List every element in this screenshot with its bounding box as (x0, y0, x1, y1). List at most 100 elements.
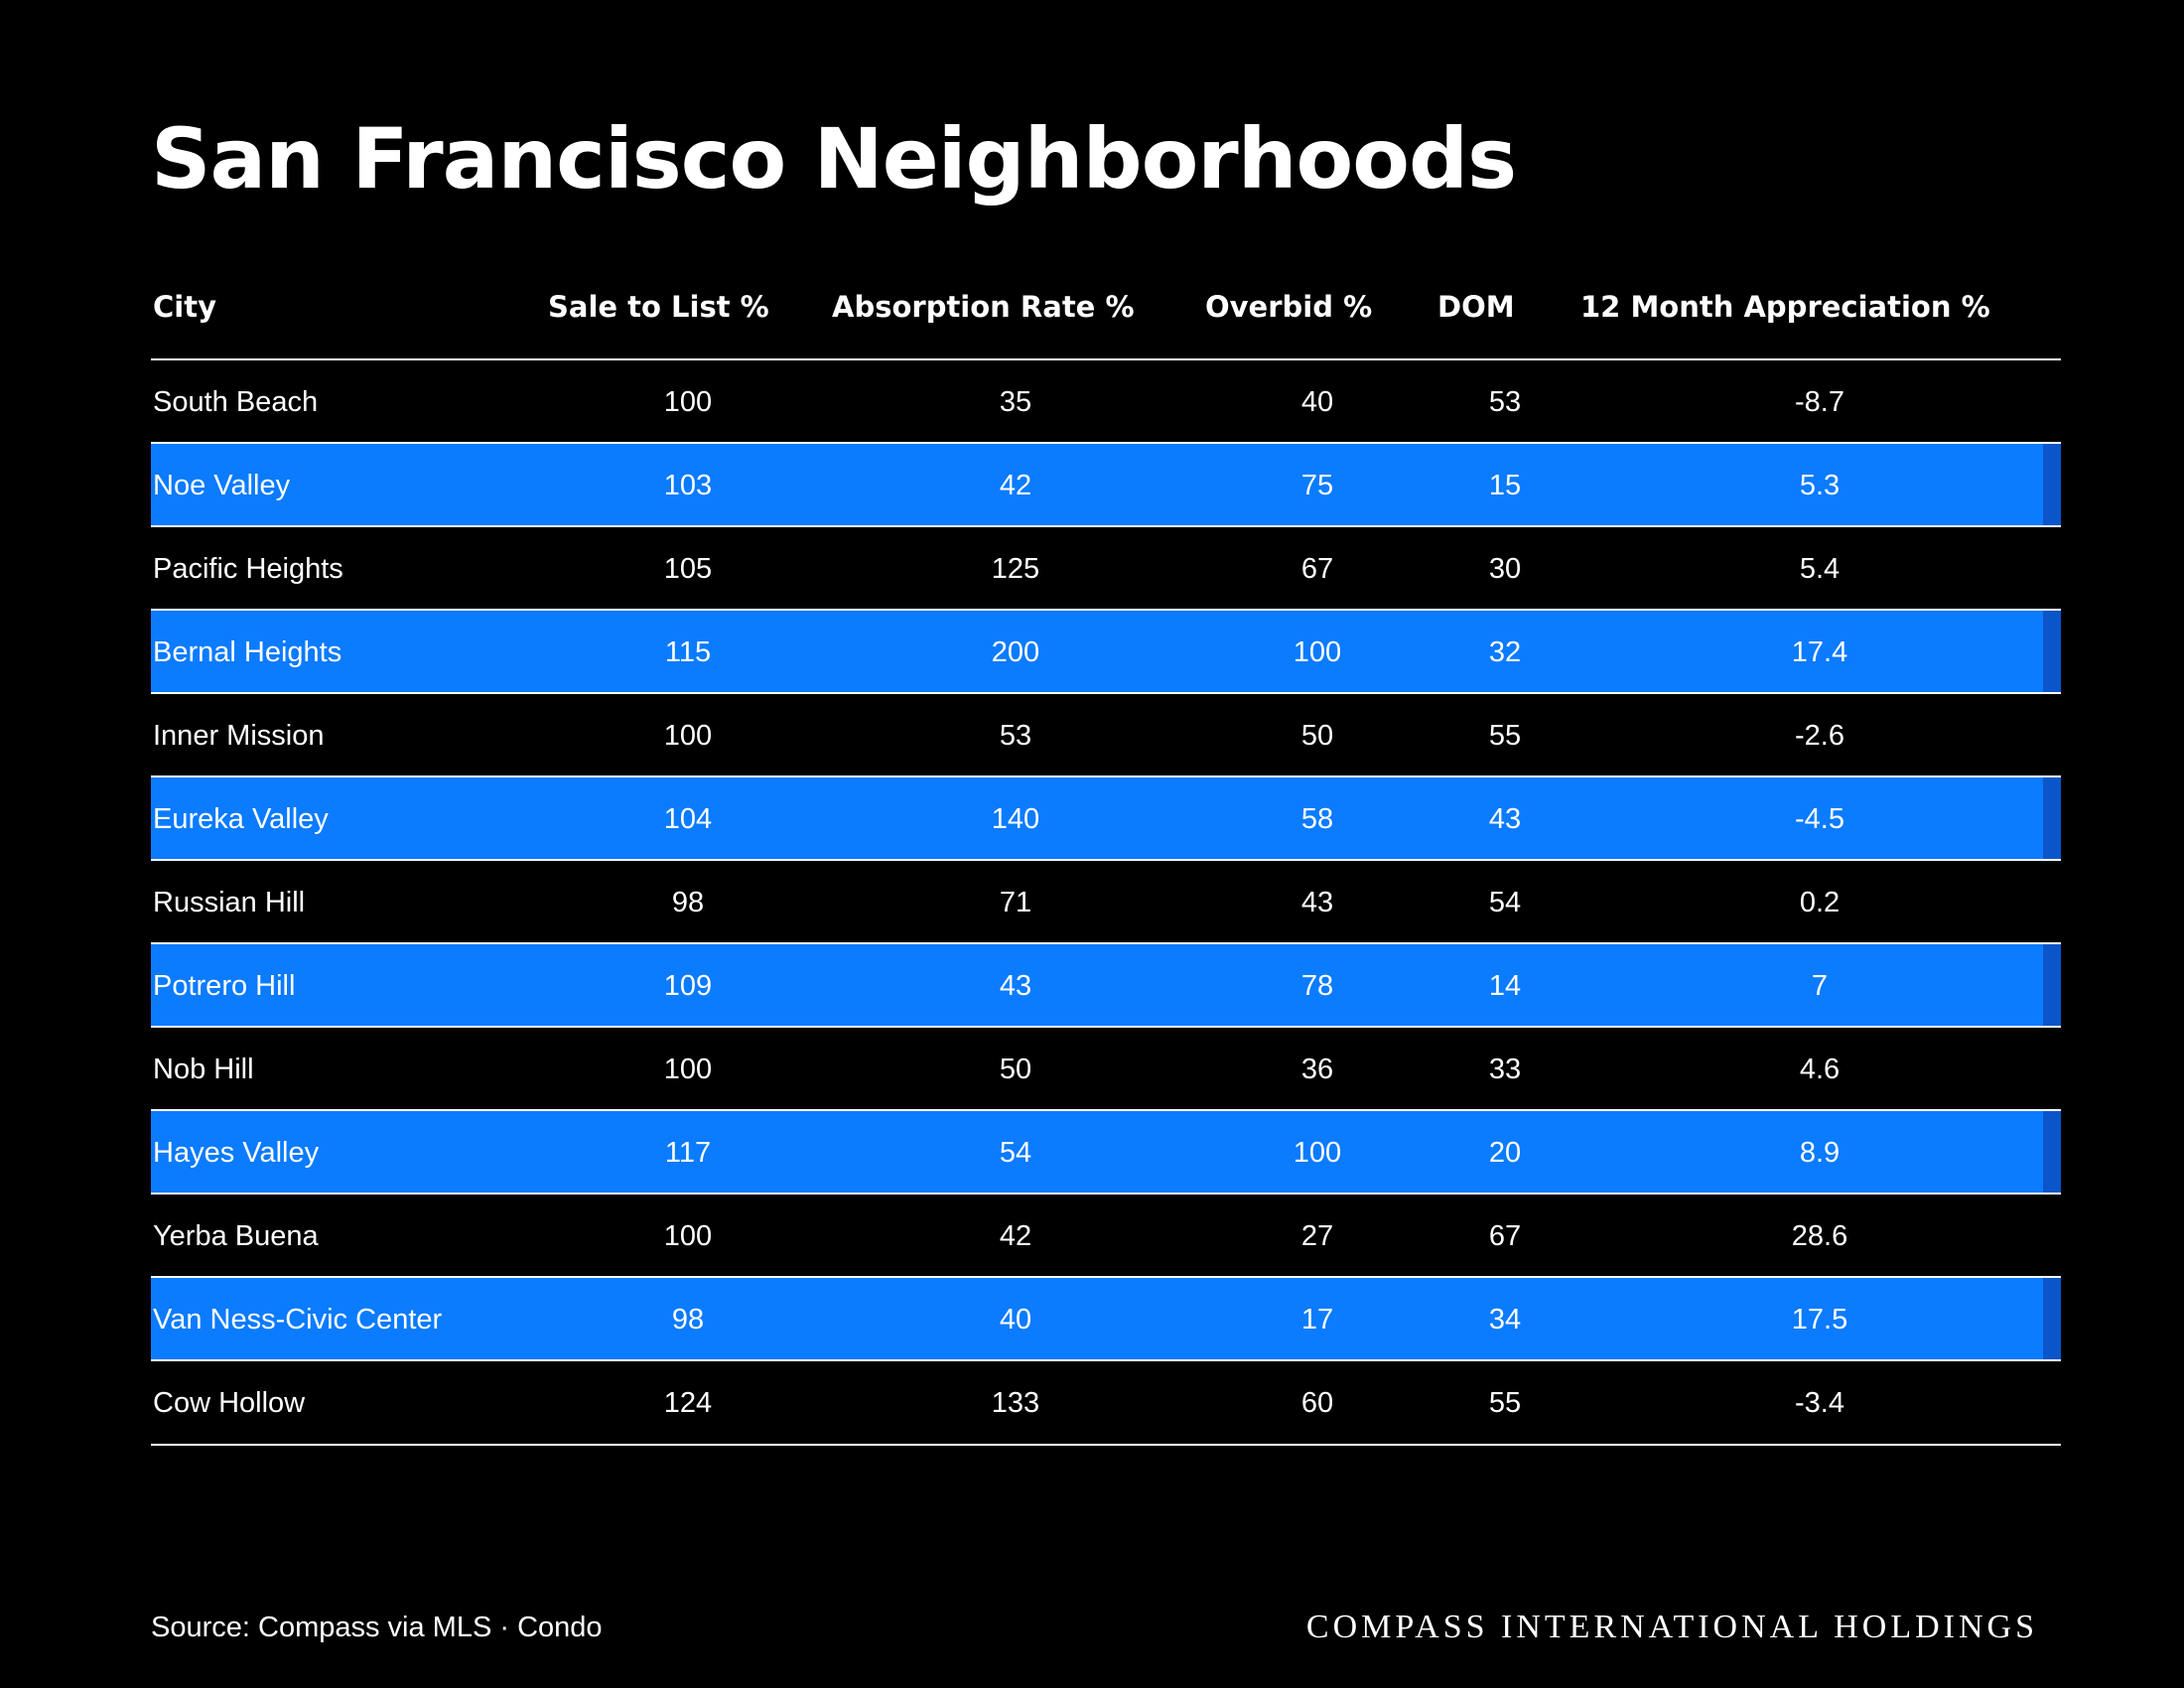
cell-overbid: 36 (1300, 1054, 1334, 1085)
cell-dom: 33 (1488, 1054, 1522, 1085)
header-sale-to-list: Sale to List % (548, 290, 769, 324)
table-row: Potrero Hill 109 43 78 14 7 (151, 944, 2061, 1028)
header-absorption-rate: Absorption Rate % (832, 290, 1135, 324)
cell-overbid: 78 (1300, 970, 1334, 1002)
cell-city: Nob Hill (153, 1054, 254, 1085)
table-row: Yerba Buena 100 42 27 67 28.6 (151, 1195, 2061, 1278)
cell-absorption-rate: 43 (999, 970, 1032, 1002)
cell-absorption-rate: 125 (991, 553, 1040, 585)
cell-sale-to-list: 100 (663, 386, 713, 418)
cell-overbid: 58 (1300, 803, 1334, 835)
table-header: City Sale to List % Absorption Rate % Ov… (151, 278, 2061, 360)
data-table: City Sale to List % Absorption Rate % Ov… (151, 278, 2061, 1446)
cell-city: Inner Mission (153, 720, 325, 752)
table-row: Nob Hill 100 50 36 33 4.6 (151, 1028, 2061, 1111)
page-title: San Francisco Neighborhoods (151, 110, 1517, 208)
cell-overbid: 17 (1300, 1304, 1334, 1336)
brand-wordmark: COMPASS INTERNATIONAL HOLDINGS (1305, 1609, 2038, 1645)
cell-absorption-rate: 53 (999, 720, 1032, 752)
cell-dom: 55 (1488, 720, 1522, 752)
cell-sale-to-list: 117 (664, 1137, 712, 1169)
cell-sale-to-list: 98 (671, 1304, 705, 1336)
cell-dom: 20 (1488, 1137, 1522, 1169)
cell-appreciation: 17.4 (1791, 636, 1848, 668)
cell-overbid: 75 (1300, 470, 1334, 501)
cell-absorption-rate: 42 (999, 470, 1032, 501)
cell-appreciation: 8.9 (1799, 1137, 1841, 1169)
cell-overbid: 43 (1300, 887, 1334, 918)
table-row: Pacific Heights 105 125 67 30 5.4 (151, 527, 2061, 611)
cell-appreciation: 4.6 (1799, 1054, 1841, 1085)
cell-dom: 32 (1488, 636, 1522, 668)
cell-sale-to-list: 100 (663, 720, 713, 752)
cell-city: Pacific Heights (153, 553, 343, 585)
cell-city: Russian Hill (153, 887, 306, 918)
cell-overbid: 40 (1300, 386, 1334, 418)
cell-appreciation: 7 (1811, 970, 1829, 1002)
table-row: Van Ness-Civic Center 98 40 17 34 17.5 (151, 1278, 2061, 1361)
cell-overbid: 50 (1300, 720, 1334, 752)
source-note: Source: Compass via MLS · Condo (151, 1612, 603, 1643)
cell-absorption-rate: 71 (999, 887, 1032, 918)
cell-city: Bernal Heights (153, 636, 342, 668)
table-row: Hayes Valley 117 54 100 20 8.9 (151, 1111, 2061, 1195)
cell-city: Eureka Valley (153, 803, 329, 835)
cell-absorption-rate: 35 (999, 386, 1032, 418)
cell-appreciation: 0.2 (1799, 887, 1841, 918)
cell-dom: 15 (1488, 470, 1522, 501)
cell-overbid: 100 (1293, 1137, 1342, 1169)
cell-absorption-rate: 133 (991, 1387, 1040, 1419)
cell-appreciation: 17.5 (1791, 1304, 1848, 1336)
table-row: Cow Hollow 124 133 60 55 -3.4 (151, 1361, 2061, 1446)
cell-appreciation: -8.7 (1795, 386, 1844, 418)
cell-appreciation: -3.4 (1795, 1387, 1844, 1419)
cell-sale-to-list: 103 (663, 470, 713, 501)
cell-dom: 67 (1488, 1220, 1522, 1252)
cell-overbid: 27 (1300, 1220, 1334, 1252)
cell-absorption-rate: 54 (999, 1137, 1032, 1169)
cell-sale-to-list: 100 (663, 1220, 713, 1252)
cell-absorption-rate: 42 (999, 1220, 1032, 1252)
cell-sale-to-list: 109 (663, 970, 713, 1002)
cell-city: Noe Valley (153, 470, 291, 501)
table-body: South Beach 100 35 40 53 -8.7 Noe Valley 103 42 7… (151, 360, 2061, 1446)
cell-appreciation: 28.6 (1791, 1220, 1848, 1252)
cell-dom: 34 (1488, 1304, 1522, 1336)
cell-overbid: 67 (1300, 553, 1334, 585)
cell-city: Van Ness-Civic Center (153, 1304, 443, 1336)
cell-sale-to-list: 98 (671, 887, 705, 918)
table-row: South Beach 100 35 40 53 -8.7 (151, 360, 2061, 444)
cell-absorption-rate: 40 (999, 1304, 1032, 1336)
cell-dom: 14 (1488, 970, 1522, 1002)
header-overbid: Overbid % (1205, 290, 1373, 324)
cell-dom: 30 (1488, 553, 1522, 585)
cell-city: Potrero Hill (153, 970, 296, 1002)
cell-sale-to-list: 104 (663, 803, 713, 835)
header-appreciation: 12 Month Appreciation % (1580, 290, 1990, 324)
cell-city: Hayes Valley (153, 1137, 320, 1169)
table-row: Bernal Heights 115 200 100 32 17.4 (151, 611, 2061, 694)
cell-dom: 55 (1488, 1387, 1522, 1419)
header-dom: DOM (1437, 290, 1515, 324)
cell-sale-to-list: 105 (663, 553, 713, 585)
cell-city: Cow Hollow (153, 1387, 306, 1419)
table-row: Inner Mission 100 53 50 55 -2.6 (151, 694, 2061, 777)
cell-absorption-rate: 50 (999, 1054, 1032, 1085)
cell-dom: 53 (1488, 386, 1522, 418)
table-row: Eureka Valley 104 140 58 43 -4.5 (151, 777, 2061, 861)
table-row: Russian Hill 98 71 43 54 0.2 (151, 861, 2061, 944)
cell-city: Yerba Buena (153, 1220, 319, 1252)
cell-appreciation: 5.3 (1799, 470, 1841, 501)
cell-dom: 54 (1488, 887, 1522, 918)
cell-appreciation: -2.6 (1795, 720, 1844, 752)
cell-sale-to-list: 115 (664, 636, 712, 668)
header-city: City (153, 290, 216, 324)
cell-appreciation: 5.4 (1799, 553, 1841, 585)
cell-sale-to-list: 100 (663, 1054, 713, 1085)
cell-city: South Beach (153, 386, 319, 418)
table-row: Noe Valley 103 42 75 15 5.3 (151, 444, 2061, 527)
cell-overbid: 100 (1293, 636, 1342, 668)
cell-absorption-rate: 200 (991, 636, 1040, 668)
cell-sale-to-list: 124 (663, 1387, 713, 1419)
cell-absorption-rate: 140 (991, 803, 1040, 835)
